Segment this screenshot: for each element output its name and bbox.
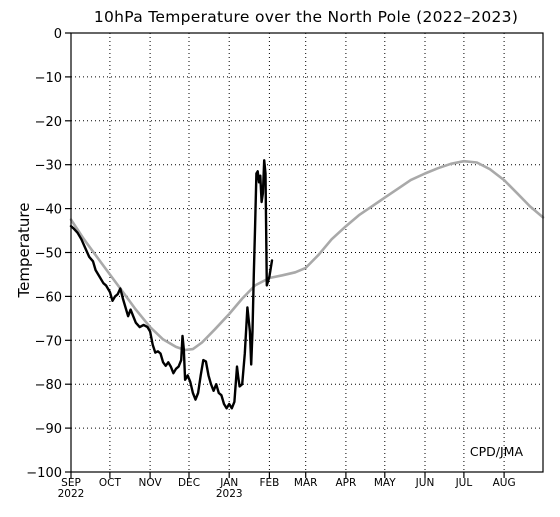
- x-tick-label: MAR: [294, 477, 318, 489]
- x-tick-label: MAY: [374, 477, 396, 489]
- observed-series-line: [69, 159, 274, 410]
- x-tick-label: OCT: [99, 477, 122, 489]
- x-tick-label: NOV: [139, 477, 163, 489]
- x-tick-label: AUG: [493, 477, 516, 489]
- x-tick-label: JAN: [219, 477, 238, 489]
- x-tick-year-label: 2022: [58, 488, 85, 500]
- x-tick-label: JUL: [455, 477, 473, 489]
- x-tick-label: APR: [335, 477, 356, 489]
- y-tick-label: −60: [35, 290, 62, 305]
- x-tick-label: FEB: [259, 477, 279, 489]
- y-axis-ticks: 0 −10 −20 −30 −40 −50 −60 −70 −80 −90 −100: [26, 27, 71, 481]
- credit-label: CPD/JMA: [470, 444, 524, 459]
- y-tick-label: −30: [35, 159, 62, 174]
- chart-title: 10hPa Temperature over the North Pole (2…: [94, 8, 518, 26]
- x-tick-label: JUN: [415, 477, 435, 489]
- y-tick-label: 0: [54, 27, 62, 42]
- climatology-series-line: [69, 159, 545, 352]
- x-tick-label: DEC: [178, 477, 200, 489]
- y-tick-label: −80: [35, 378, 62, 393]
- y-tick-label: −90: [35, 422, 62, 437]
- grid: [71, 33, 543, 472]
- y-tick-label: −20: [35, 115, 62, 130]
- x-tick-year-label: 2023: [216, 488, 243, 500]
- x-tick-label: SEP: [61, 477, 81, 489]
- y-tick-label: −70: [35, 334, 62, 349]
- y-tick-label: −40: [35, 203, 62, 218]
- y-tick-label: −10: [35, 71, 62, 86]
- series-layer: [69, 159, 545, 410]
- y-tick-label: −50: [35, 247, 62, 262]
- y-tick-label: −100: [26, 466, 62, 481]
- y-axis-label: Temperature: [15, 202, 33, 298]
